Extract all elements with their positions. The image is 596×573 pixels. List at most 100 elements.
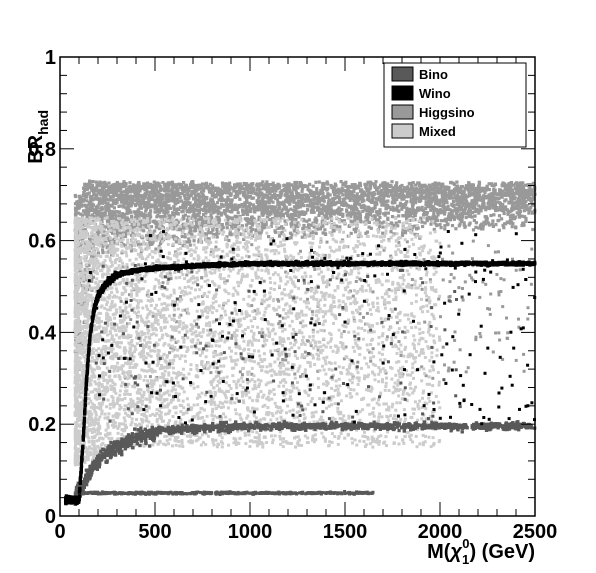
higgsino-point	[463, 280, 467, 284]
higgsino-point	[174, 201, 178, 205]
higgsino-point	[209, 205, 213, 209]
higgsino-point	[152, 190, 156, 194]
higgsino-point	[511, 257, 514, 261]
higgsino-point	[245, 185, 249, 189]
higgsino-point	[223, 198, 228, 202]
higgsino-point	[103, 180, 107, 184]
higgsino-point	[331, 190, 336, 194]
higgsino-point	[204, 232, 209, 236]
mixed-point	[272, 288, 276, 291]
higgsino-point	[450, 203, 454, 207]
higgsino-point	[278, 320, 282, 324]
higgsino-point	[472, 218, 476, 223]
higgsino-point	[485, 217, 489, 221]
higgsino-point	[424, 196, 428, 200]
mixed-point	[244, 442, 248, 446]
higgsino-point	[260, 204, 264, 208]
higgsino-point	[100, 219, 104, 223]
higgsino-point	[325, 215, 329, 219]
mixed-point	[353, 250, 357, 253]
higgsino-point	[419, 216, 423, 220]
higgsino-point	[371, 347, 375, 351]
higgsino-point	[79, 212, 83, 216]
mixed-point	[437, 400, 441, 404]
higgsino-point	[273, 195, 277, 199]
higgsino-point	[398, 201, 402, 205]
higgsino-point	[421, 224, 425, 229]
higgsino-point	[352, 208, 356, 212]
higgsino-point	[473, 214, 477, 218]
higgsino-point	[182, 181, 186, 185]
higgsino-point	[322, 186, 326, 190]
higgsino-point	[88, 179, 92, 183]
higgsino-point	[504, 198, 508, 202]
higgsino-point	[219, 213, 223, 217]
higgsino-point	[467, 207, 472, 211]
higgsino-point	[367, 198, 371, 203]
higgsino-point	[452, 192, 456, 196]
higgsino-point	[447, 244, 451, 248]
higgsino-point	[428, 184, 432, 188]
higgsino-point	[131, 195, 135, 199]
mixed-point	[321, 253, 325, 257]
higgsino-point	[295, 180, 299, 185]
higgsino-point	[216, 205, 220, 209]
higgsino-point	[390, 180, 394, 184]
higgsino-point	[514, 268, 518, 272]
higgsino-point	[524, 189, 528, 193]
higgsino-point	[345, 210, 349, 214]
higgsino-point	[258, 199, 262, 203]
higgsino-point	[138, 212, 142, 217]
higgsino-point	[173, 261, 177, 264]
higgsino-point	[181, 203, 185, 208]
higgsino-point	[234, 206, 238, 210]
mixed-point	[212, 355, 216, 359]
higgsino-point	[506, 210, 510, 214]
higgsino-point	[151, 219, 155, 224]
higgsino-point	[475, 186, 479, 190]
higgsino-point	[523, 183, 527, 187]
higgsino-point	[131, 198, 135, 202]
higgsino-point	[523, 215, 527, 219]
higgsino-point	[157, 182, 161, 186]
higgsino-point	[303, 233, 307, 237]
higgsino-point	[242, 237, 246, 241]
higgsino-point	[368, 185, 372, 189]
higgsino-point	[273, 207, 277, 212]
higgsino-point	[342, 182, 346, 186]
mixed-point	[355, 275, 359, 279]
higgsino-point	[164, 189, 168, 193]
higgsino-point	[197, 205, 201, 209]
higgsino-point	[292, 205, 297, 209]
higgsino-point	[528, 208, 532, 212]
mixed-point	[311, 241, 315, 245]
higgsino-point	[486, 221, 490, 225]
higgsino-point	[240, 224, 245, 228]
mixed-point	[166, 242, 170, 246]
higgsino-point	[257, 185, 261, 189]
higgsino-point	[489, 192, 493, 196]
higgsino-point	[461, 287, 464, 290]
higgsino-point	[136, 243, 140, 247]
higgsino-point	[92, 210, 96, 215]
higgsino-point	[399, 204, 403, 208]
higgsino-point	[100, 214, 104, 218]
higgsino-point	[325, 210, 329, 214]
higgsino-point	[186, 191, 190, 196]
higgsino-point	[477, 226, 481, 230]
higgsino-point	[515, 181, 519, 186]
higgsino-point	[432, 212, 436, 217]
higgsino-point	[379, 183, 383, 187]
higgsino-point	[235, 215, 239, 219]
higgsino-point	[471, 186, 475, 190]
higgsino-point	[117, 211, 121, 215]
higgsino-point	[317, 199, 321, 203]
mixed-point	[273, 281, 277, 285]
higgsino-point	[354, 194, 359, 198]
higgsino-point	[87, 186, 91, 190]
higgsino-point	[229, 233, 233, 237]
higgsino-point	[514, 226, 518, 230]
higgsino-point	[158, 185, 162, 189]
higgsino-point	[491, 350, 495, 354]
higgsino-point	[154, 247, 158, 251]
